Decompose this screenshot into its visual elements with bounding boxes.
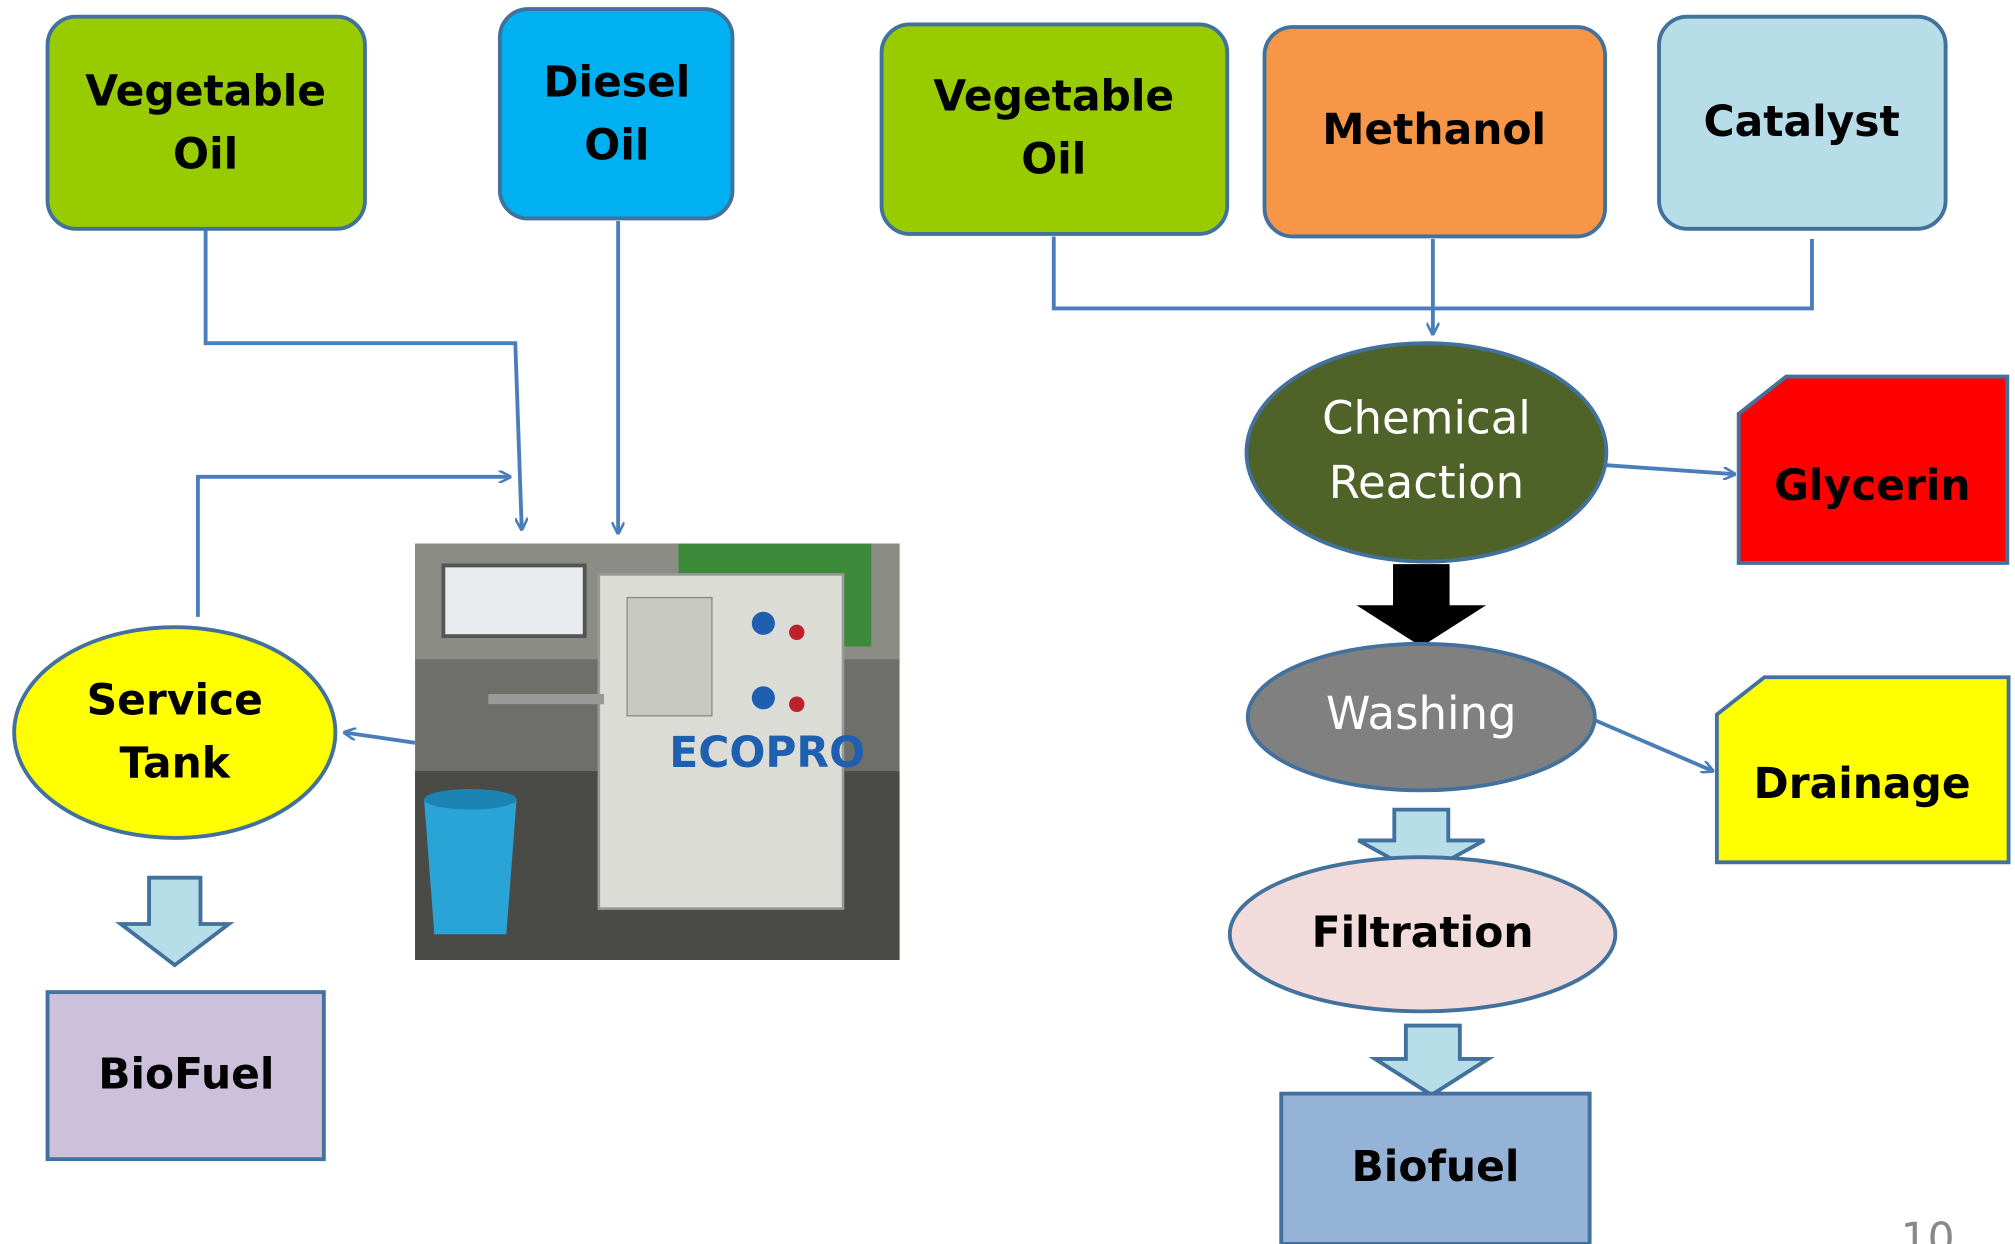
node-label: Chemical	[1322, 392, 1531, 445]
node-label: Oil	[584, 120, 649, 169]
node-box	[1714, 675, 2011, 865]
node-ellipse	[1245, 641, 1597, 793]
node-label: Filtration	[1312, 908, 1534, 957]
node-box	[45, 990, 326, 1162]
block-arrow	[1368, 1023, 1495, 1098]
node-label: Methanol	[1322, 105, 1546, 154]
block-arrow	[115, 875, 235, 968]
node-label: Drainage	[1754, 759, 1971, 808]
node-label: Tank	[120, 738, 231, 787]
photo: ECOPRO	[415, 543, 900, 960]
node-label: Glycerin	[1774, 461, 1970, 510]
node-box	[1736, 374, 2010, 565]
node-ellipse	[1227, 855, 1618, 1014]
node-ellipse	[12, 625, 338, 840]
node-box	[879, 22, 1230, 236]
page-number: 10	[1901, 1214, 1955, 1244]
node-label: Vegetable	[933, 71, 1174, 120]
arrow	[344, 733, 416, 745]
node-label: Vegetable	[85, 66, 326, 115]
node-label: Diesel	[543, 57, 690, 106]
node-box	[1657, 14, 1948, 231]
node-label: Biofuel	[1351, 1142, 1519, 1191]
node-label: Washing	[1326, 687, 1517, 740]
connectors	[115, 221, 1814, 1098]
node-label: Catalyst	[1704, 97, 1900, 146]
node-box	[1262, 25, 1607, 239]
photo-label: ECOPRO	[669, 728, 865, 777]
node-box	[45, 14, 367, 231]
node-label: Reaction	[1329, 456, 1524, 509]
node-label: Service	[87, 675, 263, 724]
arrow	[195, 477, 510, 617]
node-label: Oil	[173, 129, 238, 178]
node-box	[497, 7, 735, 221]
node-ellipse	[1244, 341, 1609, 564]
node-label: BioFuel	[98, 1049, 274, 1098]
node-label: Oil	[1021, 134, 1086, 183]
arrow	[1592, 717, 1713, 771]
node-box	[1279, 1091, 1592, 1244]
block-arrow	[1356, 564, 1487, 647]
arrow	[1606, 463, 1735, 474]
arrow	[203, 228, 522, 530]
